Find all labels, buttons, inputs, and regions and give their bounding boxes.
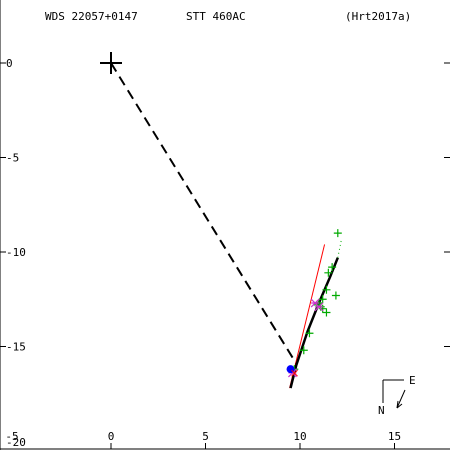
highlight-observation-marker — [314, 302, 324, 312]
pair-name-label: STT 460AC — [186, 10, 246, 23]
observation-marker — [324, 268, 333, 277]
observation-marker — [322, 308, 331, 317]
observation-marker — [299, 346, 308, 355]
motion-arrowhead-left — [396, 400, 399, 409]
x-axis-min-label: -5 — [5, 430, 18, 443]
orbit-dotted-continuation — [337, 238, 343, 258]
y-tick-label: 0 — [6, 57, 13, 70]
ticks-layer: 0-5-10-150 5 10 15-5-20 — [0, 57, 450, 449]
x-tick-label: 0 — [108, 430, 115, 443]
y-tick-label: -10 — [6, 246, 26, 259]
motion-direction-arrow — [396, 389, 406, 409]
orbit-reference-label: (Hrt2017a) — [345, 10, 411, 23]
y-tick-label: -15 — [6, 341, 26, 354]
observation-marker — [328, 263, 337, 272]
compass-east-label: E — [409, 374, 416, 387]
motion-arrowhead-right — [396, 403, 403, 409]
observation-marker — [318, 295, 327, 304]
x-tick-label: 5 — [202, 430, 209, 443]
primary-companion-connector — [110, 62, 298, 365]
observation-marker — [331, 291, 340, 300]
y-axis-min-label: -20 — [6, 436, 26, 449]
red-cross-marker — [291, 369, 298, 377]
observation-marker — [333, 229, 342, 238]
system-id-label: WDS 22057+0147 — [45, 10, 138, 23]
compass: E N — [378, 374, 416, 417]
y-tick-label: -5 — [6, 152, 19, 165]
x-tick-label: 15 — [388, 430, 401, 443]
x-tick-label: 10 — [293, 430, 306, 443]
compass-north-label: N — [378, 404, 385, 417]
observation-marker — [305, 329, 314, 338]
observation-marker — [322, 285, 331, 294]
orbit-path — [289, 257, 339, 389]
primary-star-marker — [100, 52, 122, 74]
data-layer — [100, 52, 343, 389]
